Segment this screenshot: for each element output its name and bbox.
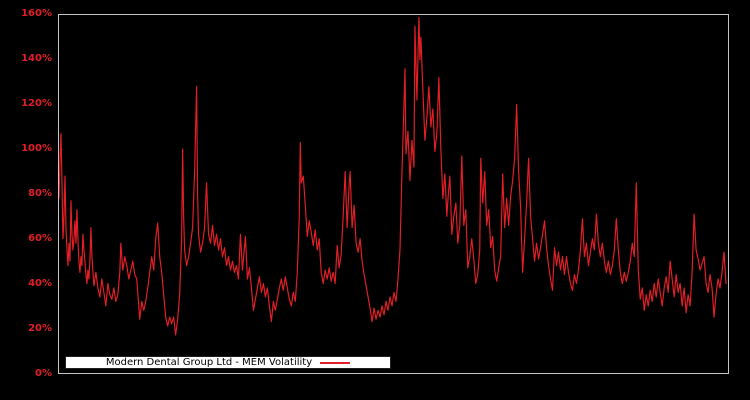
- legend: Modern Dental Group Ltd - MEM Volatility: [65, 356, 391, 369]
- y-tick-label: 80%: [28, 188, 52, 199]
- y-tick-label: 0%: [35, 368, 52, 379]
- y-tick-label: 40%: [28, 278, 52, 289]
- y-tick-label: 160%: [21, 8, 52, 19]
- plot-area: Modern Dental Group Ltd - MEM Volatility: [58, 14, 729, 374]
- y-tick-label: 120%: [21, 98, 52, 109]
- y-tick-label: 20%: [28, 323, 52, 334]
- y-tick-label: 100%: [21, 143, 52, 154]
- series-line: [59, 16, 727, 336]
- legend-line-swatch: [320, 361, 351, 364]
- y-tick-label: 60%: [28, 233, 52, 244]
- y-tick-label: 140%: [21, 53, 52, 64]
- series-svg: [59, 16, 727, 336]
- legend-label: Modern Dental Group Ltd - MEM Volatility: [105, 357, 313, 368]
